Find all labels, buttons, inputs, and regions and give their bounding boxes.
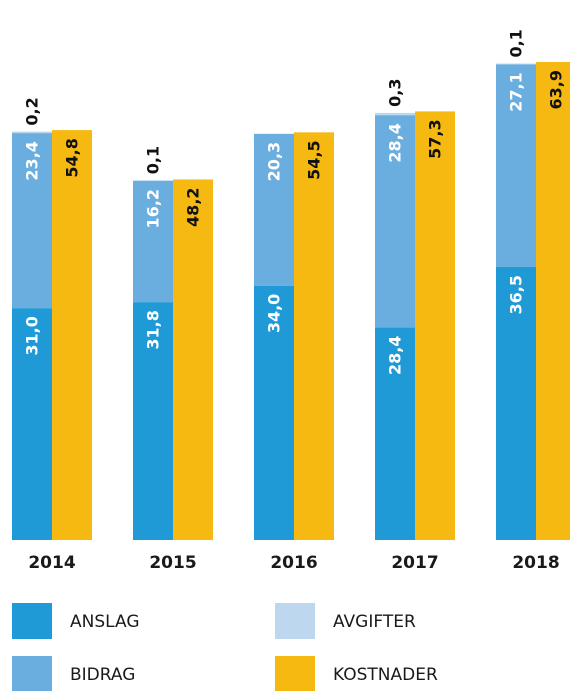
bar-segment <box>496 266 536 540</box>
data-label: 0,1 <box>507 29 526 57</box>
bar-segment <box>375 327 415 540</box>
data-label: 0,3 <box>386 79 405 107</box>
legend-swatch <box>12 603 52 639</box>
data-label: 63,9 <box>547 70 566 109</box>
bar-segment <box>12 133 52 309</box>
bar-segment <box>375 115 415 328</box>
bar-segment <box>375 112 415 116</box>
x-tick-label: 2015 <box>149 553 196 573</box>
bar-segment <box>536 62 570 540</box>
data-label: 34,0 <box>265 294 284 333</box>
data-label: 36,5 <box>507 275 526 314</box>
legend-label: BIDRAG <box>70 665 135 685</box>
bar-segment <box>133 302 173 540</box>
legend-label: ANSLAG <box>70 612 140 632</box>
legend-label: AVGIFTER <box>333 612 416 632</box>
bar-segment <box>12 131 52 134</box>
legend-label: KOSTNADER <box>333 665 438 685</box>
x-tick-label: 2016 <box>270 553 317 573</box>
bar-segment <box>254 285 294 540</box>
data-label: 28,4 <box>386 123 405 162</box>
data-label: 0,2 <box>23 97 42 125</box>
bar-segment <box>173 179 213 541</box>
data-label: 48,2 <box>184 187 203 226</box>
legend-swatch <box>275 603 315 639</box>
bar-segment <box>12 308 52 540</box>
bar-segment <box>133 180 173 303</box>
data-label: 31,8 <box>144 310 163 349</box>
data-label: 54,5 <box>305 140 324 179</box>
data-label: 31,0 <box>23 316 42 355</box>
data-label: 28,4 <box>386 336 405 375</box>
bar-segment <box>415 111 455 541</box>
data-label: 20,3 <box>265 142 284 181</box>
x-tick-label: 2014 <box>28 553 75 573</box>
legend-swatch <box>12 656 52 691</box>
data-label: 54,8 <box>63 138 82 177</box>
bar-segment <box>294 132 334 540</box>
bar-segment <box>496 64 536 267</box>
bar-segment <box>496 63 536 65</box>
bar-segment <box>52 130 92 540</box>
x-tick-label: 2017 <box>391 553 438 573</box>
data-label: 23,4 <box>23 141 42 180</box>
x-tick-label: 2018 <box>512 553 559 573</box>
legend-swatch <box>275 656 315 691</box>
data-label: 57,3 <box>426 119 445 158</box>
data-label: 27,1 <box>507 72 526 111</box>
bar-segment <box>254 133 294 286</box>
data-label: 16,2 <box>144 189 163 228</box>
bar-segment <box>133 180 173 181</box>
data-label: 0,1 <box>144 146 163 174</box>
